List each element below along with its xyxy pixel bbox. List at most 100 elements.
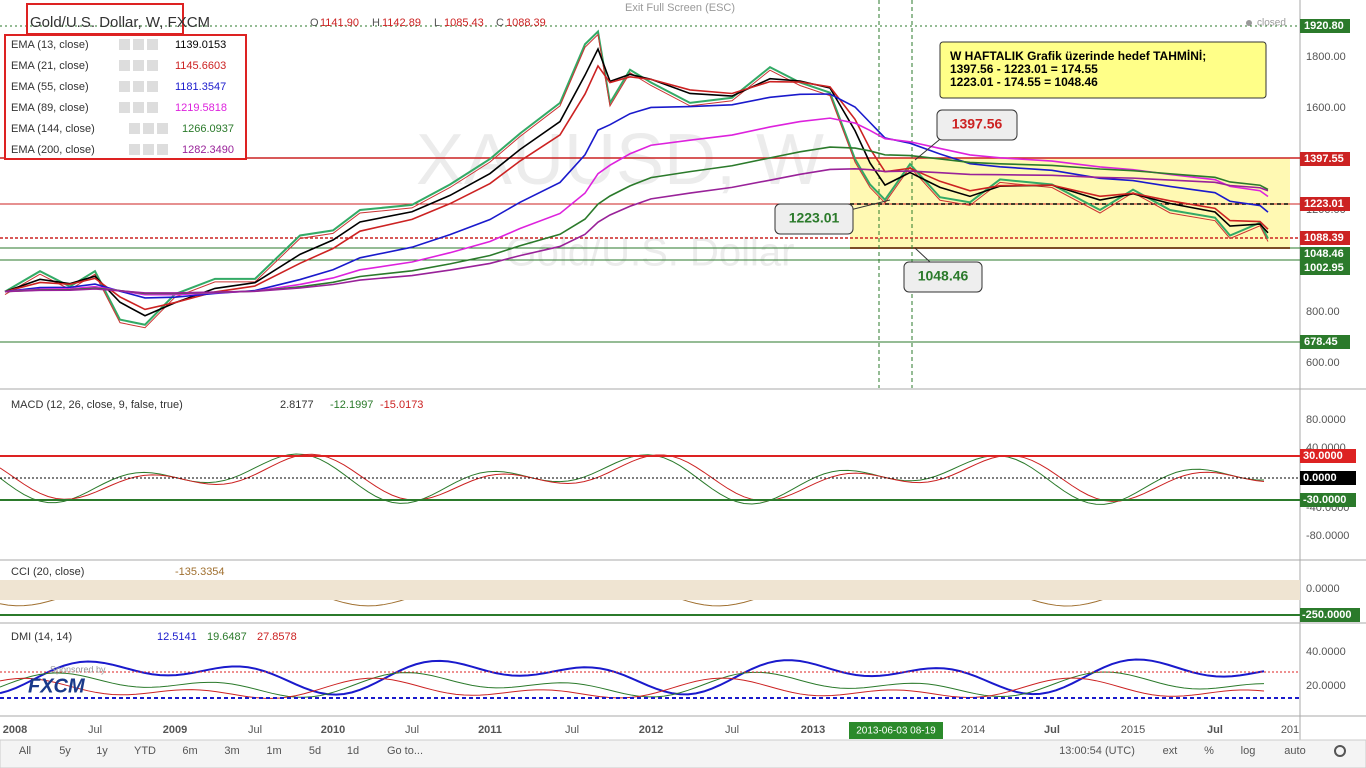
market-status: closed: [1257, 18, 1286, 29]
macd-label: MACD (12, 26, close, 9, false, true): [11, 399, 183, 411]
symbol-title[interactable]: Gold/U.S. Dollar, W, FXCM: [30, 14, 210, 31]
ohlc-text: C: [496, 17, 504, 29]
exit-full-screen[interactable]: Exit Full Screen (ESC): [625, 2, 735, 14]
cci-tick-label: 0.0000: [1306, 583, 1340, 595]
ema-label[interactable]: EMA (13, close): [11, 39, 89, 51]
range-button[interactable]: All: [19, 745, 31, 757]
legend-icon[interactable]: [147, 102, 158, 113]
range-button[interactable]: 5y: [59, 745, 71, 757]
note-line: W HAFTALIK Grafik üzerinde hedef TAHMİNİ…: [950, 48, 1206, 63]
time-tick-label: 2008: [3, 724, 27, 736]
time-tick-label: 2014: [961, 724, 985, 736]
cursor-date: 2013-06-03 08-19: [856, 726, 936, 737]
time-tick-label: Jul: [1044, 724, 1060, 736]
legend-icon[interactable]: [143, 144, 154, 155]
legend-icon[interactable]: [157, 144, 168, 155]
option-button[interactable]: %: [1204, 745, 1214, 757]
dmi-value: 27.8578: [257, 631, 297, 643]
legend-icon[interactable]: [133, 39, 144, 50]
legend-icon[interactable]: [133, 60, 144, 71]
price-marker: [1300, 152, 1350, 166]
time-tick-label: Jul: [565, 724, 579, 736]
range-button[interactable]: 1y: [96, 745, 108, 757]
option-button[interactable]: auto: [1284, 745, 1305, 757]
macd-marker-label: -30.0000: [1303, 494, 1346, 506]
dmi-tick-label: 40.0000: [1306, 646, 1346, 658]
legend-icon[interactable]: [119, 102, 130, 113]
callout-text: 1048.46: [918, 268, 969, 284]
note-line: 1223.01 - 174.55 = 1048.46: [950, 75, 1098, 89]
callout: [936, 109, 1018, 141]
dmi-value: 19.6487: [207, 631, 247, 643]
macd-signal: [0, 453, 1265, 502]
range-button[interactable]: 1m: [266, 745, 281, 757]
time-tick-label: Jul: [248, 724, 262, 736]
ema-curve: [4, 93, 1269, 299]
ema-value: 1181.3547: [175, 81, 226, 93]
note-box: [939, 41, 1267, 99]
range-button[interactable]: 6m: [182, 745, 197, 757]
cci-marker: [1300, 608, 1360, 622]
ema-label[interactable]: EMA (89, close): [11, 102, 89, 114]
ema-label[interactable]: EMA (21, close): [11, 60, 89, 72]
callout-pointer: [849, 199, 891, 211]
range-button[interactable]: 3m: [224, 745, 239, 757]
dmi-adx: [0, 658, 1265, 696]
ema-label[interactable]: EMA (55, close): [11, 81, 89, 93]
price-marker-label: 678.45: [1304, 336, 1338, 348]
legend-icon[interactable]: [129, 144, 140, 155]
price-marker: [1300, 19, 1350, 33]
price-marker: [1300, 231, 1350, 245]
time-tick-label: Jul: [405, 724, 419, 736]
macd-marker-label: 0.0000: [1303, 472, 1337, 484]
time-tick-label: 2013: [801, 724, 825, 736]
legend-icon[interactable]: [133, 102, 144, 113]
ema-value: 1266.0937: [182, 123, 234, 135]
ohlc-text: 1142.89: [382, 17, 421, 29]
range-button[interactable]: YTD: [134, 745, 156, 757]
legend-icon[interactable]: [129, 123, 140, 134]
price-tick-label: 600.00: [1306, 357, 1340, 369]
ema-label[interactable]: EMA (144, close): [11, 123, 95, 135]
dmi-label: DMI (14, 14): [11, 631, 72, 643]
legend-icon[interactable]: [147, 60, 158, 71]
range-button[interactable]: 5d: [309, 745, 321, 757]
time-tick-label: 2012: [639, 724, 663, 736]
sponsor-brand[interactable]: FXCM: [28, 675, 86, 697]
cci-band: [0, 580, 1300, 600]
ohlc-text: H: [372, 17, 380, 29]
ohlc-text: L: [434, 17, 440, 29]
macd-marker-label: 30.0000: [1303, 450, 1343, 462]
option-button[interactable]: ext: [1163, 745, 1178, 757]
ohlc-text: 1141.90: [320, 17, 359, 29]
range-button[interactable]: 1d: [347, 745, 359, 757]
range-button[interactable]: Go to...: [387, 745, 423, 757]
legend-icon[interactable]: [119, 81, 130, 92]
toolbar: [0, 739, 1366, 768]
legend-icon[interactable]: [157, 123, 168, 134]
legend-icon[interactable]: [119, 39, 130, 50]
legend-icon[interactable]: [143, 123, 154, 134]
macd-value: -12.1997: [330, 399, 373, 411]
price-tick-label: 1600.00: [1306, 102, 1346, 114]
ema-value: 1139.0153: [175, 39, 226, 51]
settings-button[interactable]: [1334, 745, 1346, 757]
option-button[interactable]: log: [1241, 745, 1256, 757]
price-marker-label: 1048.46: [1304, 248, 1344, 260]
price-marker: [1300, 247, 1350, 261]
price-curve: [4, 33, 1269, 329]
time-tick-label: 2015: [1121, 724, 1145, 736]
time-tick-label: Jul: [1207, 724, 1223, 736]
time-tick-label: 2011: [478, 724, 502, 736]
macd-tick-label: 80.0000: [1306, 414, 1346, 426]
legend-icon[interactable]: [133, 81, 144, 92]
sponsor-text: Sponsored by: [50, 664, 106, 674]
legend-icon[interactable]: [147, 39, 158, 50]
ema-value: 1145.6603: [175, 60, 226, 72]
legend-icon[interactable]: [119, 60, 130, 71]
ema-value: 1219.5818: [175, 102, 227, 114]
ema-label[interactable]: EMA (200, close): [11, 144, 95, 156]
legend-icon[interactable]: [147, 81, 158, 92]
callout-text: 1223.01: [789, 210, 840, 226]
price-marker-label: 1223.01: [1304, 198, 1344, 210]
